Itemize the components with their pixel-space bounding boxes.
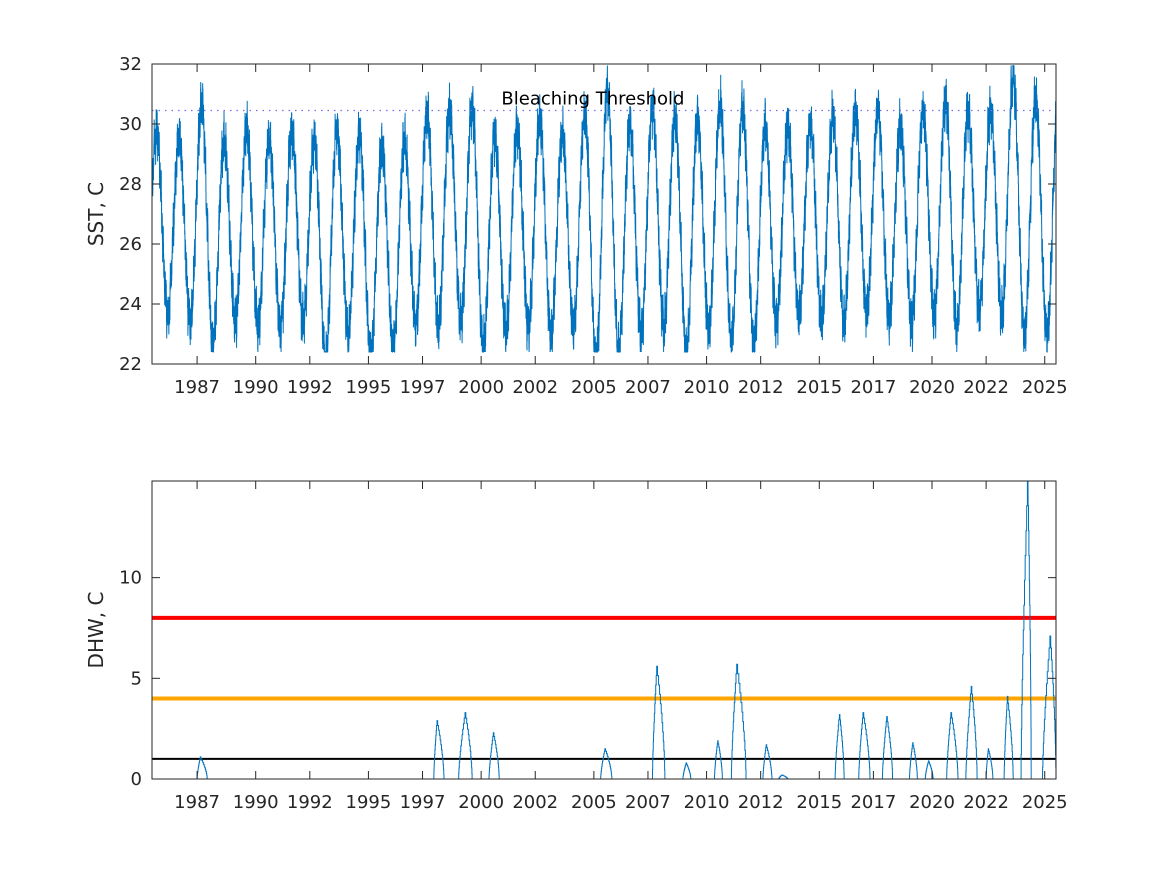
x-tick-label: 2020 (909, 377, 955, 398)
dhw-reference-lines (152, 615, 1056, 760)
x-tick-label: 1987 (174, 792, 220, 813)
x-tick-label: 2017 (850, 377, 896, 398)
x-tick-label: 1990 (233, 377, 279, 398)
x-tick-label: 2010 (684, 377, 730, 398)
y-tick-label: 5 (131, 668, 142, 689)
x-tick-label: 2007 (625, 792, 671, 813)
x-tick-label: 1987 (174, 377, 220, 398)
x-tick-label: 1992 (287, 792, 333, 813)
x-tick-label: 2025 (1022, 377, 1068, 398)
dhw-plot-area (152, 481, 1056, 779)
bleaching-threshold-label: Bleaching Threshold (501, 89, 684, 110)
x-tick-label: 2022 (963, 377, 1009, 398)
y-tick-label: 32 (119, 54, 142, 75)
x-tick-label: 2012 (738, 792, 784, 813)
x-tick-label: 1995 (346, 792, 392, 813)
x-tick-label: 2007 (625, 377, 671, 398)
sst-x-ticks: 1987 1990 1992 1995 1997 2000 2002 2005 2007 2010… (174, 64, 1068, 398)
sst-y-axis-label: SST, C (84, 182, 108, 246)
x-tick-label: 2002 (512, 792, 558, 813)
x-tick-label: 2017 (850, 792, 896, 813)
x-tick-label: 2025 (1022, 792, 1068, 813)
sst-line (151, 65, 1057, 353)
x-tick-label: 1990 (233, 792, 279, 813)
x-tick-label: 2020 (909, 792, 955, 813)
dhw-axes-box (151, 480, 1057, 780)
sst-panel: Bleaching Threshold 22 24 26 28 30 32 1987 199… (84, 54, 1068, 398)
x-tick-label: 2022 (963, 792, 1009, 813)
x-tick-label: 2005 (571, 377, 617, 398)
x-tick-label: 2000 (458, 377, 504, 398)
sst-series-layer (151, 65, 1057, 353)
x-tick-label: 2002 (512, 377, 558, 398)
dhw-y-ticks: 0 5 10 (119, 568, 1056, 790)
sst-y-ticks: 22 24 26 28 30 32 (119, 54, 1056, 375)
sst-axes-box (151, 63, 1057, 365)
x-tick-label: 1995 (346, 377, 392, 398)
x-tick-label: 2012 (738, 377, 784, 398)
dhw-panel: 0 5 10 1987 1990 1992 1995 1997 2000 2002 2005 200… (84, 480, 1068, 813)
dhw-x-ticks: 1987 1990 1992 1995 1997 2000 2002 2005 2007 2010… (174, 481, 1068, 813)
dhw-y-axis-label: DHW, C (84, 592, 108, 669)
x-tick-label: 2005 (571, 792, 617, 813)
x-tick-label: 2000 (458, 792, 504, 813)
x-tick-label: 1997 (400, 377, 446, 398)
y-tick-label: 30 (119, 114, 142, 135)
y-tick-label: 22 (119, 354, 142, 375)
y-tick-label: 26 (119, 234, 142, 255)
x-tick-label: 1992 (287, 377, 333, 398)
y-tick-label: 10 (119, 568, 142, 589)
y-tick-label: 28 (119, 174, 142, 195)
x-tick-label: 1997 (400, 792, 446, 813)
y-tick-label: 24 (119, 294, 142, 315)
y-tick-label: 0 (131, 769, 142, 790)
x-tick-label: 2010 (684, 792, 730, 813)
x-tick-label: 2015 (796, 377, 842, 398)
x-tick-label: 2015 (796, 792, 842, 813)
